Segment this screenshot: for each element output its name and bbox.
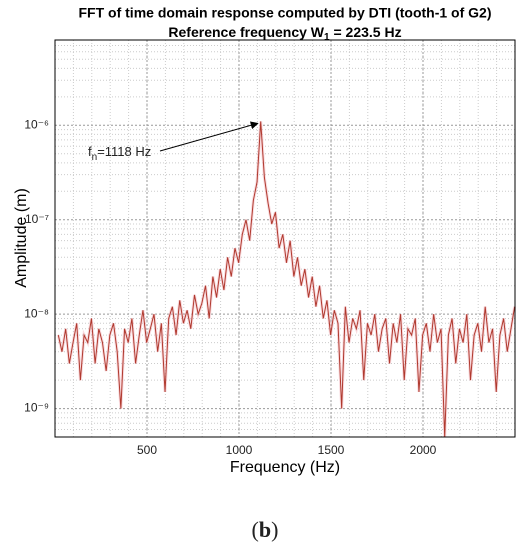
caption-text: ) [271,517,278,542]
y-tick-label: 10⁻⁶ [24,117,49,131]
plot-frame [54,39,516,438]
x-tick-label: 500 [137,443,157,457]
plot-area [55,40,515,437]
x-tick-label: 2000 [410,443,437,457]
annotation: fn=1118 Hz [88,144,151,162]
annotation-arrow [159,121,259,152]
line [57,121,516,438]
x-axis-label: Frequency (Hz) [230,459,340,476]
y-tick-label: 10⁻⁸ [24,306,49,320]
caption-text: b [259,517,271,542]
annotation-text: =1118 Hz [97,144,151,159]
y-tick-label: 10⁻⁷ [25,212,49,226]
subtitle-subscript: 1 [324,32,330,43]
chart-title: FFT of time domain response computed by … [79,5,492,21]
x-tick-label: 1500 [318,443,345,457]
x-tick-label: 1000 [226,443,253,457]
subtitle-text: Reference frequency W [168,24,324,40]
annotation-subscript: n [92,152,98,163]
chart-subtitle: Reference frequency W1 = 223.5 Hz [168,24,401,43]
caption-text: ( [252,517,259,542]
caption: (b) [252,517,279,542]
subtitle-text: = 223.5 Hz [330,24,402,40]
annotation-text: f [88,144,92,159]
y-axis-label: Amplitude (m) [13,188,30,288]
y-tick-label: 10⁻⁹ [24,401,49,415]
